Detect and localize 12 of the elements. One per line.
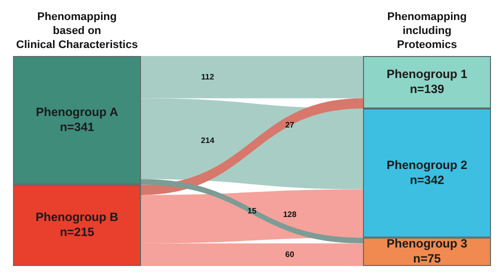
data-label: 112: [201, 72, 215, 82]
data-label: 60: [285, 250, 295, 259]
text: Phenomapping based on Clinical Characteristics: [16, 11, 138, 52]
data-label: 128: [283, 210, 297, 220]
text: Phenomapping including Proteomics: [387, 11, 467, 52]
category-label: Phenogroup 3 n=75: [386, 236, 468, 266]
data-label: 214: [200, 136, 215, 146]
category-label: Phenogroup 1 n=139: [386, 67, 468, 96]
series-label: Phenogroup A n=341: [36, 105, 118, 134]
category-label: Phenogroup 2 n=342: [386, 158, 468, 187]
data-label: 27: [285, 120, 295, 130]
series-label: Phenogroup B n=215: [36, 210, 119, 240]
